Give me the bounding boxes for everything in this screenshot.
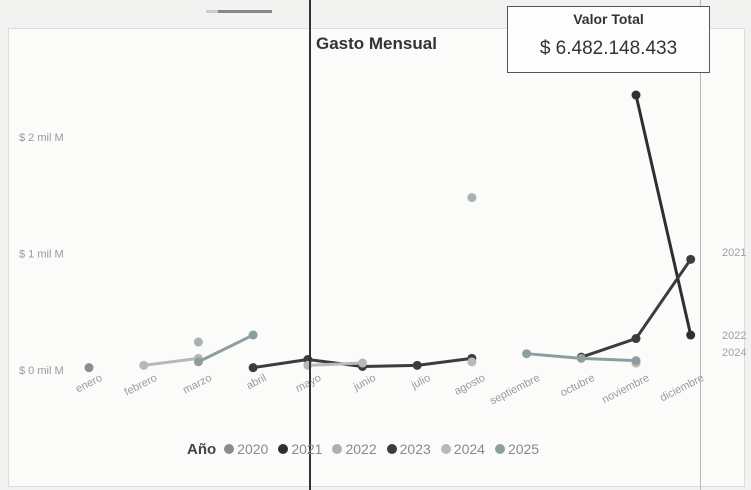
- x-tick-label: marzo: [181, 372, 214, 397]
- card-value: $ 6.482.148.433: [539, 38, 678, 59]
- data-point[interactable]: [467, 193, 477, 203]
- y-tick-label: $ 0 mil M: [19, 365, 64, 377]
- legend-label: 2023: [399, 441, 431, 457]
- right-year-label: 2022: [722, 330, 746, 342]
- data-point[interactable]: [193, 337, 203, 347]
- data-point[interactable]: [248, 363, 258, 373]
- right-divider: [700, 0, 701, 490]
- data-point[interactable]: [522, 349, 532, 359]
- legend-marker: [440, 444, 451, 454]
- series-layer: [84, 90, 696, 373]
- data-point[interactable]: [358, 358, 367, 368]
- x-tick-label: agosto: [452, 372, 487, 398]
- x-tick-label: febrero: [123, 372, 160, 399]
- chart-panel: [8, 28, 745, 487]
- legend-item-2024[interactable]: 2024: [440, 441, 485, 457]
- data-point[interactable]: [84, 363, 94, 373]
- legend-marker: [332, 444, 343, 454]
- x-tick-label: enero: [74, 372, 105, 395]
- legend-item-2025[interactable]: 2025: [494, 441, 540, 457]
- vertical-divider: [309, 0, 311, 490]
- data-point[interactable]: [412, 360, 422, 370]
- y-axis: $ 0 mil M $ 1 mil M $ 2 mil M: [19, 132, 64, 377]
- chart-title: Gasto Mensual: [316, 34, 437, 53]
- legend-marker: [494, 444, 505, 454]
- legend-item-2023[interactable]: 2023: [386, 441, 431, 457]
- x-tick-label: septiembre: [488, 372, 542, 407]
- right-year-label: 2024: [722, 347, 746, 359]
- legend-marker: [386, 444, 397, 454]
- series-line-2025: [197, 333, 254, 364]
- series-line-2021: [634, 94, 693, 336]
- data-point[interactable]: [631, 90, 641, 100]
- data-point[interactable]: [631, 334, 641, 344]
- x-tick-label: julio: [409, 372, 433, 392]
- legend-item-2021[interactable]: 2021: [278, 441, 322, 457]
- y-tick-label: $ 2 mil M: [19, 132, 64, 144]
- legend-marker: [278, 444, 289, 454]
- x-tick-label: diciembre: [658, 372, 706, 404]
- legend-label: 2021: [291, 441, 323, 457]
- x-tick-label: junio: [351, 372, 378, 394]
- total-value-card[interactable]: Valor Total $ 6.482.148.433: [507, 6, 710, 73]
- data-point[interactable]: [139, 360, 149, 370]
- legend-title: Año: [187, 440, 217, 458]
- x-tick-label: noviembre: [600, 372, 651, 406]
- legend-item-2020[interactable]: 2020: [224, 441, 268, 457]
- top-tab-indicator: [206, 10, 272, 13]
- legend: Año 2020 2021 2022 2023 2024 2025: [187, 438, 549, 460]
- series-line-2024: [307, 361, 363, 367]
- x-axis: enerofebreromarzoabrilmayojuniojulioagos…: [74, 372, 706, 407]
- card-title: Valor Total: [573, 11, 644, 27]
- data-point[interactable]: [248, 330, 258, 340]
- legend-marker: [224, 444, 235, 454]
- legend-label: 2022: [345, 441, 377, 457]
- legend-label: 2025: [507, 441, 540, 457]
- data-point[interactable]: [193, 357, 203, 367]
- x-tick-label: abril: [244, 372, 268, 392]
- y-tick-label: $ 1 mil M: [19, 249, 64, 261]
- data-point[interactable]: [576, 353, 586, 363]
- x-tick-label: octubre: [559, 372, 597, 399]
- series-line-2024: [143, 356, 199, 367]
- data-point[interactable]: [686, 254, 696, 264]
- right-year-label: 2021: [722, 247, 746, 259]
- legend-label: 2024: [453, 441, 485, 457]
- legend-label: 2020: [237, 441, 269, 457]
- legend-item-2022[interactable]: 2022: [332, 441, 377, 457]
- data-point[interactable]: [686, 330, 696, 340]
- right-labels: 2021 2022 2024: [722, 247, 746, 359]
- data-point[interactable]: [631, 356, 641, 366]
- data-point[interactable]: [467, 357, 477, 367]
